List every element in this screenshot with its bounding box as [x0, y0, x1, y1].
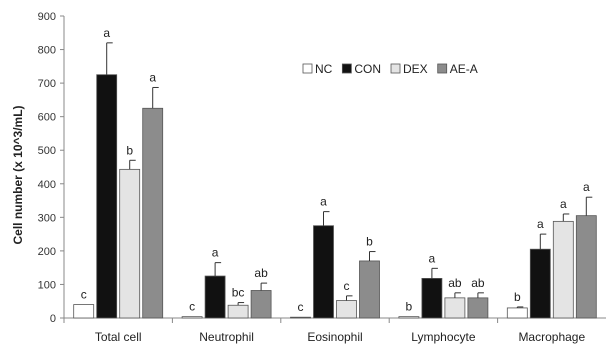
significance-label: a [429, 251, 436, 265]
bar [398, 316, 420, 319]
bars [73, 42, 597, 319]
significance-label: a [103, 26, 110, 40]
legend-label: NC [315, 62, 333, 76]
bar [336, 300, 357, 319]
x-tick-label: Macrophage [518, 330, 585, 344]
significance-label: a [320, 195, 327, 209]
y-tick-label: 400 [38, 179, 56, 191]
bar [313, 225, 334, 319]
legend-label: DEX [403, 62, 428, 76]
bar [529, 248, 551, 319]
significance-label: b [126, 143, 133, 157]
legend-swatch [390, 63, 401, 74]
x-tick-label: Total cell [95, 330, 142, 344]
y-tick-label: 300 [38, 212, 56, 224]
x-tick-label: Eosinophil [307, 330, 362, 344]
bar [552, 220, 574, 319]
y-tick-label: 900 [38, 11, 56, 23]
bar [204, 275, 226, 319]
x-tick-label: Lymphocyte [411, 330, 476, 344]
legend-swatch [341, 63, 352, 74]
axes: 0 100 200 300 400 500 600 700 800 900 Total cell Ne… [38, 11, 606, 344]
significance-label: ab [471, 276, 485, 290]
significance-label: a [560, 197, 567, 211]
bar [444, 297, 466, 319]
bar [96, 74, 118, 319]
bar [181, 316, 203, 319]
significance-label: bc [232, 286, 245, 300]
significance-label: c [298, 300, 304, 314]
significance-label: c [344, 279, 350, 293]
bar [250, 290, 272, 319]
y-tick-label: 800 [38, 45, 56, 57]
bar [73, 304, 95, 319]
bar [506, 307, 528, 319]
y-tick-label: 500 [38, 145, 56, 157]
significance-label: b [366, 235, 373, 249]
bar [359, 260, 380, 319]
significance-label: b [406, 300, 413, 314]
legend-label: AE-A [450, 62, 478, 76]
legend: NC CON DEX AE-A [302, 62, 478, 76]
y-tick-label: 700 [38, 78, 56, 90]
bar [142, 107, 164, 319]
bar [290, 316, 311, 319]
x-tick-label: Neutrophil [199, 330, 254, 344]
legend-label: CON [354, 62, 381, 76]
bar [227, 304, 249, 319]
significance-label: a [149, 70, 156, 84]
y-tick-label: 600 [38, 112, 56, 124]
y-axis-label: Cell number (x 10^3/mL) [11, 105, 25, 244]
significance-label: ab [254, 266, 268, 280]
legend-swatch [437, 63, 448, 74]
significance-label: a [583, 180, 590, 194]
bar [421, 278, 443, 319]
y-tick-label: 100 [38, 279, 56, 291]
y-tick-label: 0 [50, 313, 56, 325]
significance-label: c [189, 300, 195, 314]
y-tick-label: 200 [38, 246, 56, 258]
significance-label: ab [448, 276, 462, 290]
bar [575, 215, 597, 319]
significance-label: c [81, 288, 87, 302]
bar [119, 168, 141, 319]
legend-swatch [302, 63, 313, 74]
bar [467, 297, 489, 319]
significance-label: a [212, 246, 219, 260]
significance-label: a [537, 217, 544, 231]
significance-label: b [514, 290, 521, 304]
